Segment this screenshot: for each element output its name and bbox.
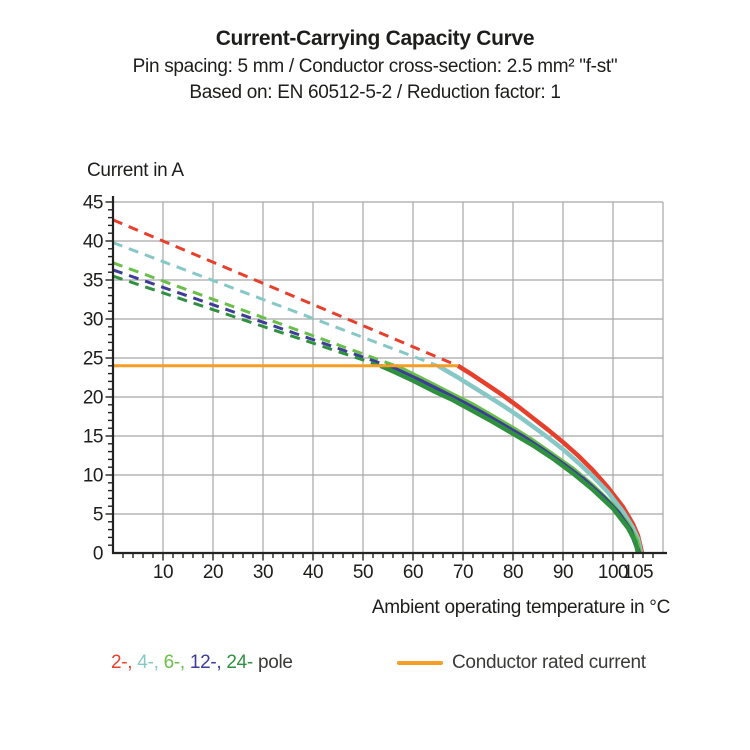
curve-4-pole-dashed xyxy=(112,241,439,368)
y-tick-label: 35 xyxy=(83,271,103,292)
legend-item-12-pole: 12-, xyxy=(189,652,222,673)
curve-12-pole-dashed xyxy=(112,268,389,368)
y-tick-label: 30 xyxy=(83,310,103,331)
x-tick-label: 100 xyxy=(598,562,628,583)
x-tick-label: 40 xyxy=(303,562,323,583)
x-tick-label: 90 xyxy=(553,562,573,583)
curve-6-pole-solid xyxy=(394,363,643,554)
x-tick-label: 70 xyxy=(453,562,473,583)
y-tick-label: 45 xyxy=(83,193,103,214)
curve-24-pole-solid xyxy=(379,363,641,554)
page-title: Current-Carrying Capacity Curve xyxy=(215,27,535,50)
x-tick-label: 20 xyxy=(203,562,223,583)
legend-item-6-pole: 6-, xyxy=(163,652,186,673)
y-tick-label: 25 xyxy=(83,349,103,370)
legend-item-24-pole: 24- xyxy=(226,652,253,673)
y-tick-label: 5 xyxy=(93,505,103,526)
x-tick-label: 30 xyxy=(253,562,273,583)
rated-current-label: Conductor rated current xyxy=(452,652,646,673)
x-tick-label: 50 xyxy=(353,562,373,583)
y-tick-label: 40 xyxy=(83,232,103,253)
y-axis-title: Current in A xyxy=(87,160,184,181)
y-tick-label: 10 xyxy=(83,466,103,487)
curve-2-pole-dashed xyxy=(112,218,459,368)
curve-4-pole-solid xyxy=(436,363,644,554)
subtitle-standard: Based on: EN 60512-5-2 / Reduction facto… xyxy=(189,82,561,103)
y-tick-label: 20 xyxy=(83,388,103,409)
curve-6-pole-dashed xyxy=(112,261,397,368)
pole-legend: 2-, 4-, 6-, 12-, 24- pole xyxy=(111,652,293,674)
rated-current-legend: Conductor rated current xyxy=(397,652,646,674)
y-tick-label: 0 xyxy=(93,544,103,565)
curve-24-pole-dashed xyxy=(112,274,381,368)
subtitle-spec: Pin spacing: 5 mm / Conductor cross-sect… xyxy=(132,56,618,77)
legend-item-2-pole: 2-, xyxy=(111,652,133,673)
x-tick-label: 60 xyxy=(403,562,423,583)
title-block: Current-Carrying Capacity Curve Pin spac… xyxy=(0,26,750,104)
x-tick-label: 10 xyxy=(153,562,173,583)
y-tick-label: 15 xyxy=(83,427,103,448)
rated-current-line-swatch xyxy=(397,661,443,665)
x-tick-label: 80 xyxy=(503,562,523,583)
legend-item-4-pole: 4-, xyxy=(137,652,159,673)
x-axis-title: Ambient operating temperature in °C xyxy=(371,597,670,618)
legend-pole-suffix: pole xyxy=(257,652,293,673)
x-tick-label: 105 xyxy=(623,562,653,583)
